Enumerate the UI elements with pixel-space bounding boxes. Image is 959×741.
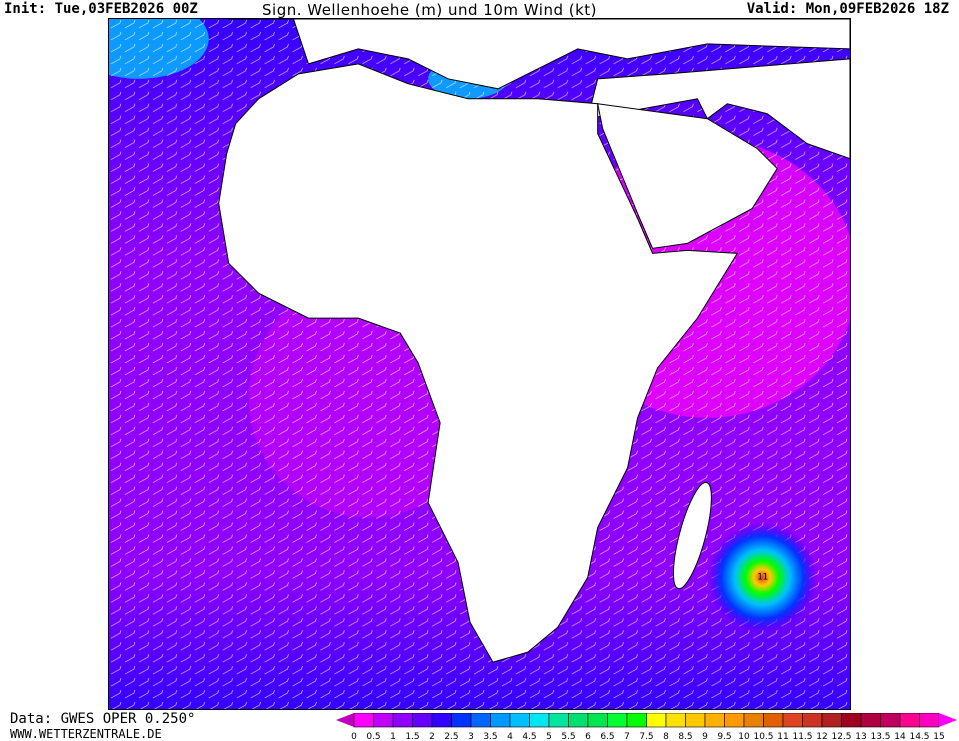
legend-swatch	[841, 713, 862, 728]
data-source: Data: GWES OPER 0.250°	[10, 711, 196, 727]
legend-swatch	[373, 713, 394, 728]
legend-swatch	[743, 713, 764, 728]
legend-swatch	[451, 713, 472, 728]
legend-tick-label: 1.5	[405, 732, 419, 741]
legend-swatch	[529, 713, 550, 728]
legend-tick-label: 4	[507, 732, 513, 741]
legend-over-arrow	[939, 713, 957, 727]
legend-swatch	[626, 713, 647, 728]
legend-swatch	[685, 713, 706, 728]
legend-swatch	[860, 713, 881, 728]
legend-swatch	[899, 713, 920, 728]
legend-swatch	[646, 713, 667, 728]
legend-tick-label: 8	[663, 732, 669, 741]
legend-tick-label: 1	[390, 732, 396, 741]
legend-tick-label: 13	[855, 732, 866, 741]
legend-under-arrow	[336, 713, 354, 727]
madagascar	[672, 481, 712, 590]
legend-swatch	[665, 713, 686, 728]
legend-tick-label: 14	[894, 732, 906, 741]
legend-tick-label: 10	[738, 732, 750, 741]
legend-tick-label: 10.5	[753, 732, 773, 741]
legend-tick-label: 7	[624, 732, 630, 741]
legend-tick-label: 3.5	[483, 732, 497, 741]
legend-swatch	[724, 713, 745, 728]
legend-tick-label: 11	[777, 732, 788, 741]
legend-swatch	[587, 713, 608, 728]
legend-tick-label: 9	[702, 732, 708, 741]
legend-swatch	[548, 713, 569, 728]
europe	[228, 19, 850, 90]
legend-tick-label: 14.5	[909, 732, 929, 741]
legend-tick-label: 3	[468, 732, 474, 741]
legend-swatch	[880, 713, 901, 728]
legend-swatch	[763, 713, 784, 728]
legend-swatch	[568, 713, 589, 728]
wave-height-map: 11	[108, 18, 851, 710]
legend-tick-label: 2	[429, 732, 435, 741]
legend-tick-label: 13.5	[870, 732, 890, 741]
storm-max-label: 11	[757, 572, 768, 582]
legend-tick-label: 5	[546, 732, 552, 741]
legend-swatch	[704, 713, 725, 728]
legend-tick-label: 11.5	[792, 732, 812, 741]
color-legend: 0 0.5 1 1.5 2 2.5 3 3.5 4 4.5 5 5.5 6 6.5 7 7.5 8 8.5 9 9.5…	[336, 713, 957, 741]
tropical-cyclone	[707, 522, 818, 633]
map-title: Sign. Wellenhoehe (m) und 10m Wind (kt)	[262, 1, 598, 19]
legend-tick-label: 0.5	[366, 732, 380, 741]
legend-swatch	[490, 713, 511, 728]
africa	[218, 63, 739, 663]
legend-tick-label: 7.5	[639, 732, 653, 741]
asia	[587, 58, 850, 160]
legend-tick-label: 6.5	[600, 732, 614, 741]
legend-tick-label: 8.5	[678, 732, 692, 741]
legend-swatch	[821, 713, 842, 728]
legend-tick-label: 12.5	[831, 732, 851, 741]
legend-swatch	[509, 713, 530, 728]
legend-tick-label: 2.5	[444, 732, 458, 741]
legend-swatch	[353, 713, 374, 728]
legend-tick-label: 15	[933, 732, 944, 741]
legend-swatch	[919, 713, 940, 728]
legend-tick-label: 9.5	[717, 732, 731, 741]
legend-swatch	[607, 713, 628, 728]
legend-tick-label: 6	[585, 732, 591, 741]
valid-time: Valid: Mon,09FEB2026 18Z	[746, 1, 949, 17]
legend-swatch	[802, 713, 823, 728]
legend-tick-label: 0	[351, 732, 357, 741]
init-time: Init: Tue,03FEB2026 00Z	[4, 1, 198, 17]
legend-tick-label: 5.5	[561, 732, 575, 741]
legend-swatch	[431, 713, 452, 728]
legend-swatch	[470, 713, 491, 728]
legend-swatch	[782, 713, 803, 728]
legend-tick-label: 4.5	[522, 732, 536, 741]
legend-tick-label: 12	[816, 732, 827, 741]
arabian-peninsula	[597, 103, 778, 249]
website-link[interactable]: WWW.WETTERZENTRALE.DE	[10, 727, 162, 741]
legend-swatch	[392, 713, 413, 728]
legend-swatch	[412, 713, 433, 728]
